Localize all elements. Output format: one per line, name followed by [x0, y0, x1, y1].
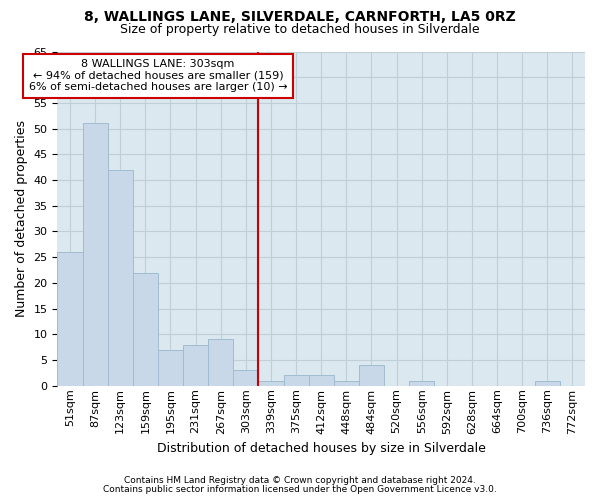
X-axis label: Distribution of detached houses by size in Silverdale: Distribution of detached houses by size …	[157, 442, 485, 455]
Text: Contains public sector information licensed under the Open Government Licence v3: Contains public sector information licen…	[103, 484, 497, 494]
Y-axis label: Number of detached properties: Number of detached properties	[15, 120, 28, 317]
Bar	[208, 340, 233, 386]
Bar	[58, 252, 83, 386]
Bar	[409, 380, 434, 386]
Bar	[183, 344, 208, 386]
Bar	[158, 350, 183, 386]
Bar	[133, 272, 158, 386]
Text: 8, WALLINGS LANE, SILVERDALE, CARNFORTH, LA5 0RZ: 8, WALLINGS LANE, SILVERDALE, CARNFORTH,…	[84, 10, 516, 24]
Bar	[535, 380, 560, 386]
Bar	[359, 365, 384, 386]
Bar	[308, 376, 334, 386]
Text: Size of property relative to detached houses in Silverdale: Size of property relative to detached ho…	[120, 22, 480, 36]
Bar	[259, 380, 284, 386]
Text: Contains HM Land Registry data © Crown copyright and database right 2024.: Contains HM Land Registry data © Crown c…	[124, 476, 476, 485]
Bar	[83, 124, 107, 386]
Text: 8 WALLINGS LANE: 303sqm
← 94% of detached houses are smaller (159)
6% of semi-de: 8 WALLINGS LANE: 303sqm ← 94% of detache…	[29, 59, 287, 92]
Bar	[284, 376, 308, 386]
Bar	[334, 380, 359, 386]
Bar	[107, 170, 133, 386]
Bar	[233, 370, 259, 386]
